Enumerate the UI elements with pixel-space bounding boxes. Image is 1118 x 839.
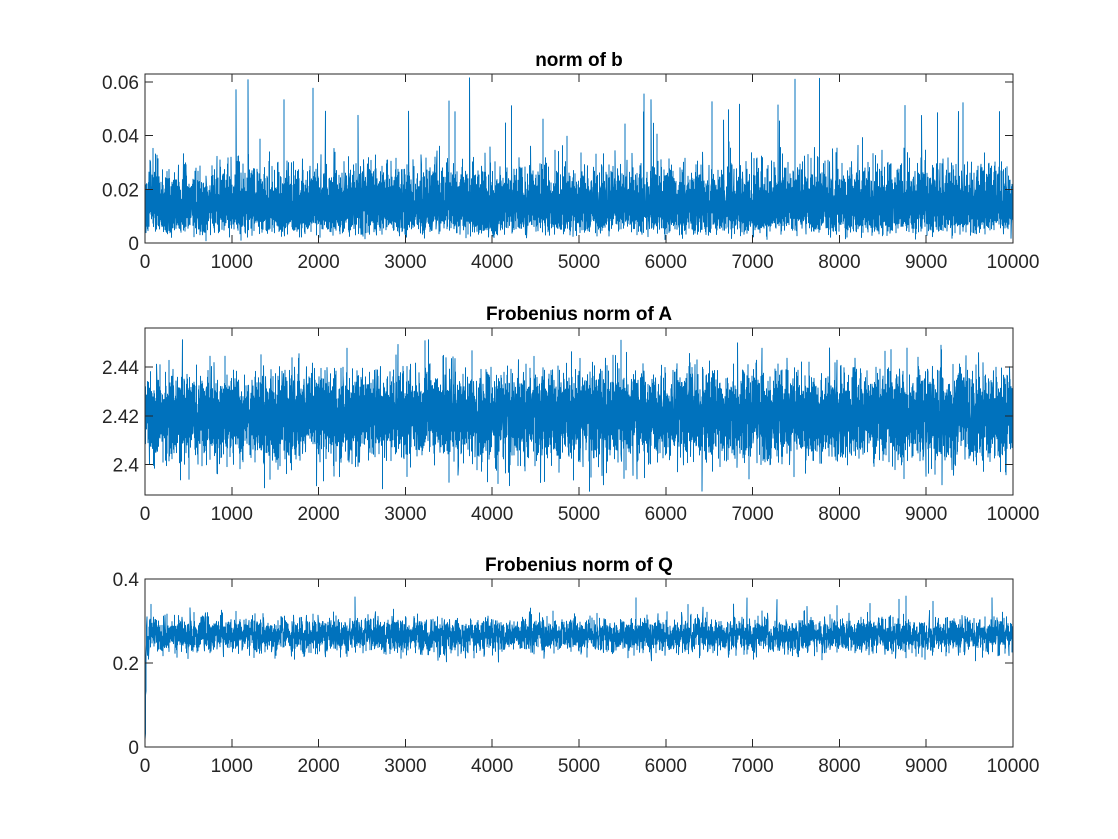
x-tick-label: 1000 [211, 252, 253, 273]
y-tick-label: 2.44 [102, 358, 139, 379]
x-tick-label: 0 [140, 252, 151, 273]
chart-title: Frobenius norm of A [486, 304, 672, 325]
x-tick-label: 4000 [471, 252, 513, 273]
axes-box [144, 578, 1014, 748]
chart-panel-2: 0 1000 2000 3000 4000 5000 6000 7000 8000 9000 100… [102, 304, 1039, 525]
y-tick-label: 0.2 [113, 654, 139, 675]
x-tick-label: 9000 [905, 504, 947, 525]
x-tick-label: 3000 [384, 252, 426, 273]
x-tick-label: 1000 [211, 756, 253, 777]
y-tick-label: 0.04 [102, 127, 139, 148]
x-tick-label: 8000 [818, 756, 860, 777]
chart-title: Frobenius norm of Q [485, 555, 673, 576]
x-tick-label: 10000 [987, 252, 1040, 273]
series-line [145, 595, 1013, 747]
chart-panel-3: 0 1000 2000 3000 4000 5000 6000 7000 8000 9000 100… [113, 555, 1040, 777]
y-tick-label: 0.4 [113, 570, 140, 591]
x-tick-label: 6000 [645, 252, 687, 273]
y-tick-label: 2.4 [113, 456, 140, 477]
y-tick-label: 0.06 [102, 73, 139, 94]
x-tick-label: 5000 [558, 756, 600, 777]
x-tick-label: 7000 [731, 252, 773, 273]
x-tick-label: 10000 [987, 756, 1040, 777]
x-tick-label: 8000 [818, 252, 860, 273]
y-tick-label: 0 [128, 738, 139, 759]
x-tick-label: 2000 [297, 504, 339, 525]
x-tick-label: 1000 [211, 504, 253, 525]
x-tick-label: 10000 [987, 504, 1040, 525]
x-tick-label: 0 [140, 756, 151, 777]
chart-title: norm of b [535, 50, 623, 71]
x-tick-label: 6000 [645, 756, 687, 777]
series-line [145, 337, 1013, 492]
x-tick-label: 2000 [297, 252, 339, 273]
x-tick-label: 3000 [384, 756, 426, 777]
x-tick-label: 5000 [558, 252, 600, 273]
x-tick-label: 4000 [471, 504, 513, 525]
x-tick-label: 9000 [905, 252, 947, 273]
x-tick-label: 7000 [731, 504, 773, 525]
x-tick-label: 5000 [558, 504, 600, 525]
chart-panel-1: 0 1000 2000 3000 4000 5000 6000 7000 8000 9000 100… [102, 50, 1039, 273]
x-tick-label: 2000 [297, 756, 339, 777]
x-tick-label: 8000 [818, 504, 860, 525]
x-tick-label: 9000 [905, 756, 947, 777]
x-tick-label: 0 [140, 504, 151, 525]
y-tick-label: 0 [128, 234, 139, 255]
series-line [145, 77, 1013, 242]
x-tick-label: 6000 [645, 504, 687, 525]
y-tick-label: 2.42 [102, 407, 139, 428]
x-tick-label: 4000 [471, 756, 513, 777]
y-tick-label: 0.02 [102, 180, 139, 201]
x-tick-label: 3000 [384, 504, 426, 525]
x-tick-label: 7000 [731, 756, 773, 777]
